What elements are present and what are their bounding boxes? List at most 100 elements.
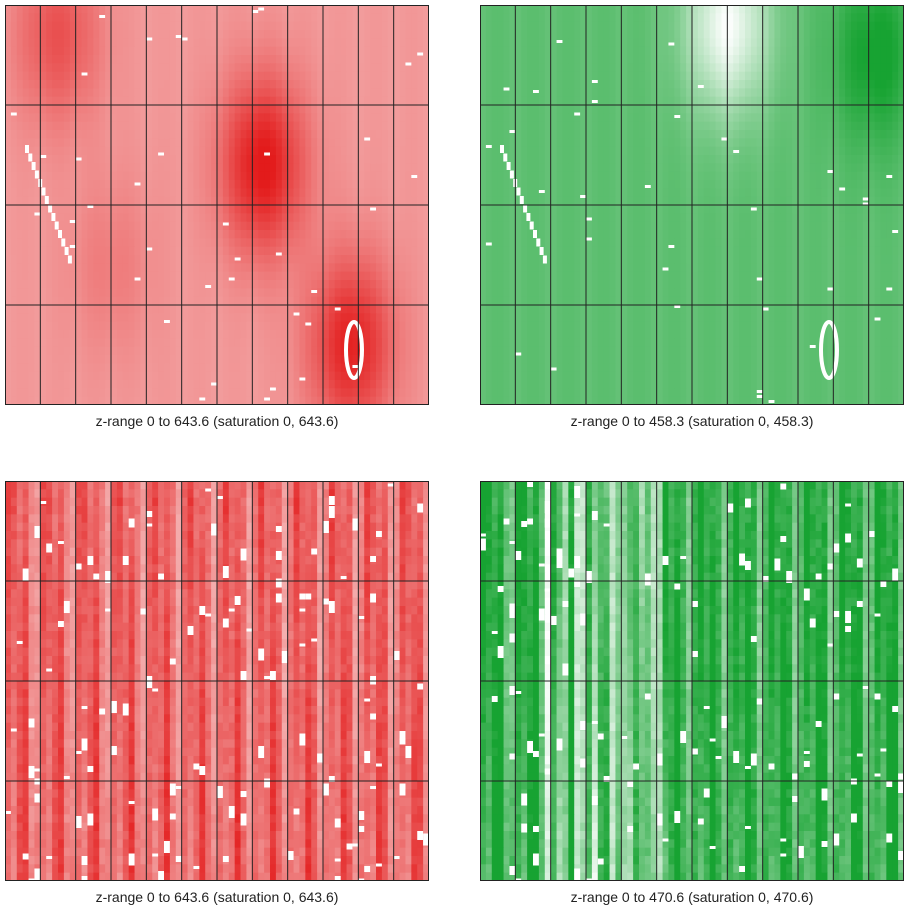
heatmap-cell [252,38,259,48]
heatmap-cell [87,271,94,281]
heatmap-cell [16,80,24,89]
heatmap-cell [387,271,395,281]
heatmap-cell [264,280,271,289]
heatmap-cell [164,280,171,289]
heatmap-cell [140,363,147,373]
heatmap-cell [128,38,135,48]
heatmap-cell [686,30,693,39]
heatmap-cell [58,130,65,139]
heatmap-cell [650,30,658,39]
heatmap-cell [358,163,365,173]
heatmap-cell [211,196,218,206]
heatmap-cell [423,296,429,306]
heatmap-cell [603,88,610,98]
heatmap-cell [580,55,587,64]
heatmap-cell [405,180,412,189]
heatmap-cell [281,388,289,398]
heatmap-cell [856,5,864,14]
heatmap-cell [199,230,206,239]
heatmap-cell [411,313,418,323]
heatmap-cell [58,305,65,314]
heatmap-cell [809,55,817,64]
heatmap-cell [387,105,395,114]
heatmap-cell [668,5,675,14]
heatmap-cell [146,355,153,364]
heatmap-cell [93,80,100,89]
heatmap-cell [562,146,569,156]
heatmap-cell [845,80,852,89]
heatmap-cell [387,171,395,181]
heatmap-cell [258,130,265,139]
heatmap-cell [187,5,194,14]
heatmap-cell [656,13,663,23]
missing-value-mark [305,322,312,326]
heatmap-cell [745,5,752,14]
heatmap-cell [140,388,147,398]
heatmap-cell [358,80,365,89]
heatmap-cell [480,88,487,98]
heatmap-cell [75,71,82,81]
heatmap-cell [63,163,71,173]
heatmap-cell [346,80,353,89]
heatmap-cell [662,88,669,98]
heatmap-cell [568,80,575,89]
heatmap-cell [346,46,353,56]
heatmap-cell [603,121,610,131]
heatmap-cell [281,271,289,281]
heatmap-cell [340,113,347,123]
heatmap-cell [381,105,389,114]
heatmap-cell [122,71,130,81]
heatmap-cell [275,363,283,373]
heatmap-cell [75,238,82,248]
heatmap-cell [515,105,522,114]
heatmap-cell [63,88,71,98]
missing-value-mark [411,175,418,178]
heatmap-cell [480,5,487,14]
heatmap-cell [228,346,236,356]
heatmap-cell [411,80,418,89]
heatmap-cell [898,63,904,73]
heatmap-cell [40,113,47,123]
heatmap-cell [228,55,236,64]
heatmap-cell [786,88,793,98]
heatmap-cell [352,180,359,189]
heatmap-cell [122,130,130,139]
heatmap-cell [63,371,71,381]
heatmap-cell [193,55,200,64]
heatmap-cell [128,171,135,181]
heatmap-cell [187,21,194,31]
heatmap-cell [405,96,412,106]
heatmap-cell [222,346,230,356]
heatmap-cell [358,171,365,181]
heatmap-cell [270,138,277,148]
heatmap-cell [305,321,312,331]
heatmap-cell [16,163,24,173]
heatmap-cell [299,338,306,348]
heatmap-cell [152,313,159,323]
heatmap-cell [686,105,693,114]
heatmap-cell [134,196,141,206]
heatmap-cell [544,180,552,189]
heatmap-cell [328,196,336,206]
heatmap-cell [674,196,681,206]
heatmap-cell [574,121,581,131]
heatmap-cell [228,188,236,198]
heatmap-cell [193,163,200,173]
heatmap-cell [128,271,135,281]
heatmap-cell [270,230,277,239]
heatmap-cell [692,155,699,164]
heatmap-cell [158,371,165,381]
heatmap-cell [639,146,646,156]
heatmap-cell [311,321,318,331]
heatmap-cell [5,305,12,314]
heatmap-cell [52,163,59,173]
heatmap-cell [87,363,94,373]
heatmap-cell [222,88,230,98]
missing-value-mark [48,204,53,213]
heatmap-cell [509,196,516,206]
heatmap-cell [311,71,318,81]
heatmap-cell [10,380,18,389]
heatmap-cell [387,13,395,23]
heatmap-cell [311,255,318,264]
heatmap-cell [387,238,395,248]
